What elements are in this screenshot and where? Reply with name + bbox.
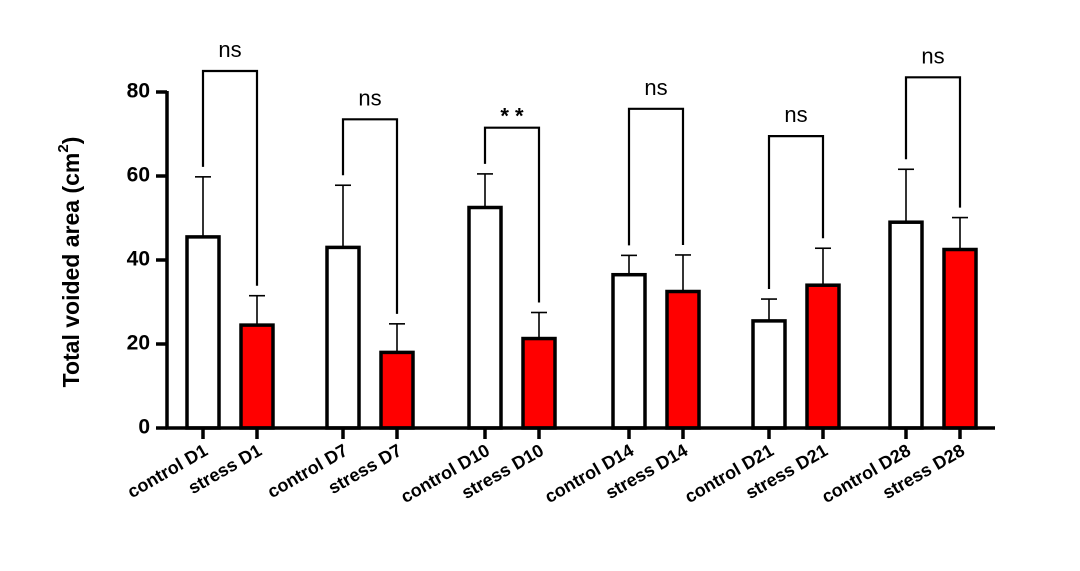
- bar: [239, 323, 275, 430]
- bar: [888, 220, 924, 430]
- bar: [379, 350, 415, 430]
- y-axis-title-text: Total voided area (cm: [58, 153, 84, 388]
- significance-label: ns: [358, 85, 381, 110]
- y-tick-label: 80: [127, 80, 150, 103]
- bar: [185, 235, 221, 430]
- y-tick-label: 40: [127, 248, 150, 271]
- significance-bracket: [201, 69, 259, 286]
- y-tick-label: 20: [127, 332, 150, 355]
- significance-label: * *: [500, 104, 524, 129]
- y-tick-label: 60: [127, 164, 150, 187]
- bar: [665, 289, 701, 430]
- y-axis-title-close: ): [58, 137, 84, 145]
- significance-label: ns: [644, 75, 667, 100]
- bar: [611, 272, 647, 430]
- bar: [521, 336, 557, 430]
- significance-bracket: [627, 107, 685, 246]
- y-axis-title: Total voided area (cm2): [55, 137, 84, 388]
- bar: [942, 247, 978, 430]
- y-axis-title-superscript: 2: [55, 144, 72, 152]
- significance-label: ns: [784, 102, 807, 127]
- bar: [805, 283, 841, 430]
- y-tick-label: 0: [138, 416, 150, 439]
- significance-bracket: [341, 118, 399, 314]
- significance-bracket: [483, 126, 541, 303]
- bar: [751, 319, 787, 430]
- significance-label: ns: [218, 37, 241, 62]
- significance-bracket: [767, 135, 825, 290]
- bar: [467, 205, 503, 430]
- significance-bracket: [904, 76, 962, 208]
- svg-text:Total voided area (cm2): Total voided area (cm2): [55, 137, 84, 388]
- bar: [325, 245, 361, 430]
- significance-label: ns: [921, 43, 944, 68]
